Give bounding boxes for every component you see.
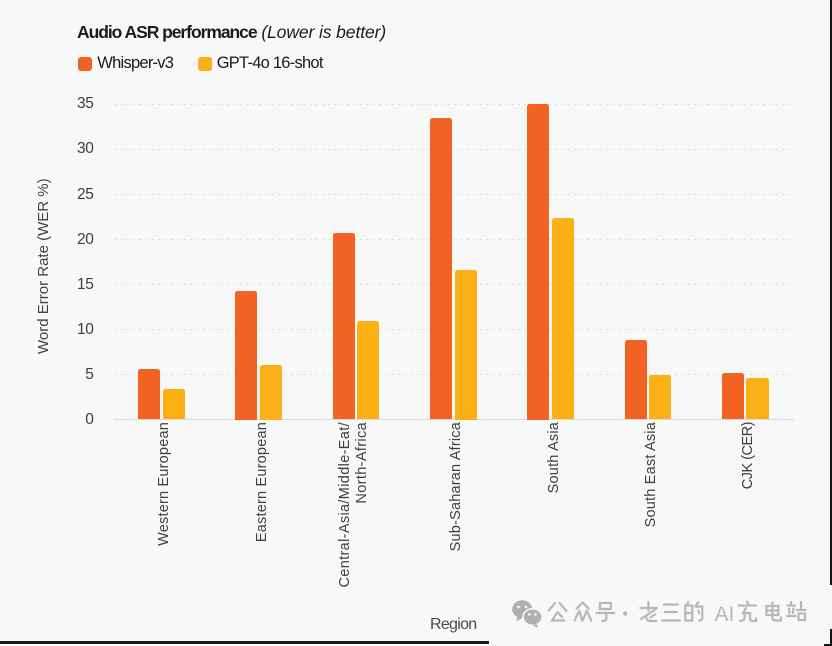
svg-text:AI: AI: [715, 603, 735, 626]
